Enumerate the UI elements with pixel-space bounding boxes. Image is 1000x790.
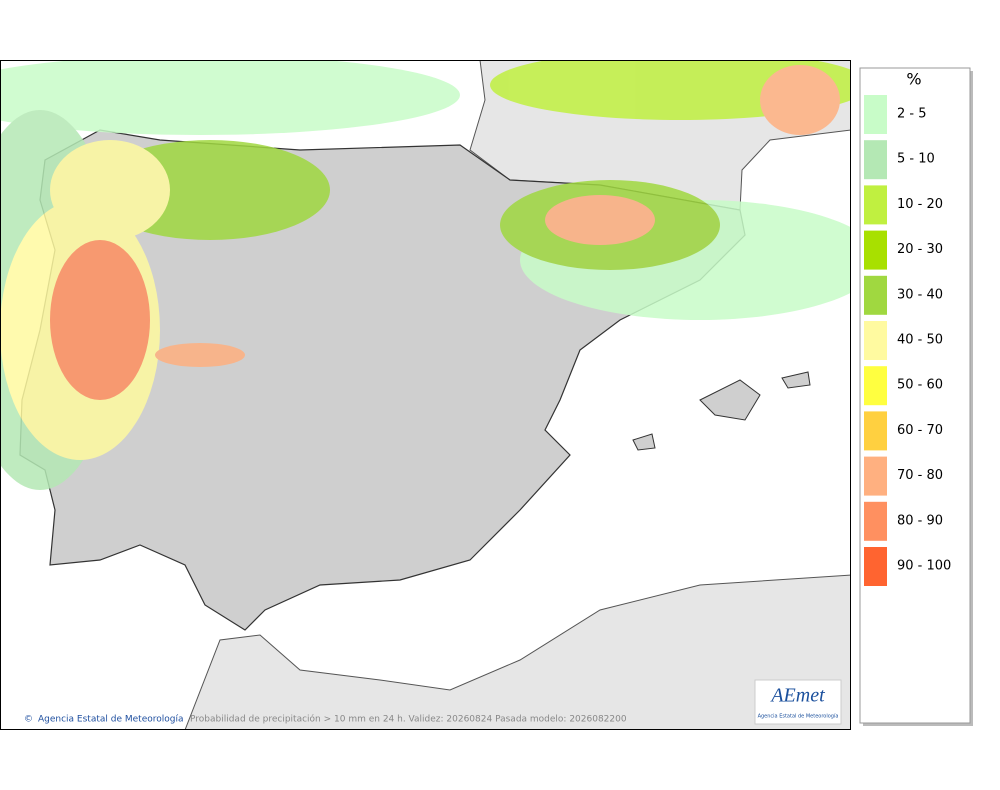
area	[545, 195, 655, 245]
legend-swatch	[864, 547, 887, 586]
legend-label: 90 - 100	[897, 559, 951, 574]
mallorca	[699, 379, 761, 421]
map-frame	[0, 60, 851, 730]
legend-label: 80 - 90	[897, 513, 943, 528]
legend-label: 30 - 40	[897, 287, 943, 302]
logo-box	[754, 679, 842, 725]
legend-items: 2 - 5 5 - 10 10 - 20 20 - 30 30 - 40 40 - 50 5…	[864, 95, 951, 586]
legend-label: 5 - 10	[897, 152, 935, 167]
legend-label: 50 - 60	[897, 378, 943, 393]
legend-swatch	[864, 501, 887, 541]
ibiza	[632, 433, 656, 451]
legend-swatch	[864, 411, 887, 451]
area	[50, 240, 150, 400]
legend-swatch	[864, 230, 887, 270]
caption: Probabilidad de precipitación > 10 mm en…	[190, 714, 627, 725]
logo: AEmet	[769, 685, 825, 707]
probability-areas	[1, 60, 850, 490]
credit: Agencia Estatal de Meteorología	[38, 715, 184, 725]
legend-title: %	[906, 70, 921, 89]
area	[1, 60, 460, 135]
area	[490, 60, 850, 120]
legend-label: 2 - 5	[897, 107, 927, 122]
legend-label: 40 - 50	[897, 333, 943, 348]
area	[155, 343, 245, 367]
legend-swatch	[864, 185, 887, 225]
legend-label: 70 - 80	[897, 468, 943, 483]
area	[50, 140, 170, 240]
legend-swatch	[864, 366, 887, 406]
copyright-symbol: ©	[24, 715, 33, 725]
africa	[184, 574, 850, 729]
menorca	[781, 371, 811, 389]
legend-swatch	[864, 95, 887, 134]
logo-subtitle: Agencia Estatal de Meteorología	[758, 713, 839, 720]
legend-swatch	[864, 321, 887, 360]
legend-label: 60 - 70	[897, 423, 943, 438]
legend-swatch	[864, 456, 887, 496]
legend-label: 20 - 30	[897, 242, 943, 257]
area	[760, 65, 840, 135]
legend-swatch	[864, 275, 887, 315]
legend-label: 10 - 20	[897, 197, 943, 212]
map	[1, 60, 850, 729]
legend-swatch	[864, 140, 887, 180]
